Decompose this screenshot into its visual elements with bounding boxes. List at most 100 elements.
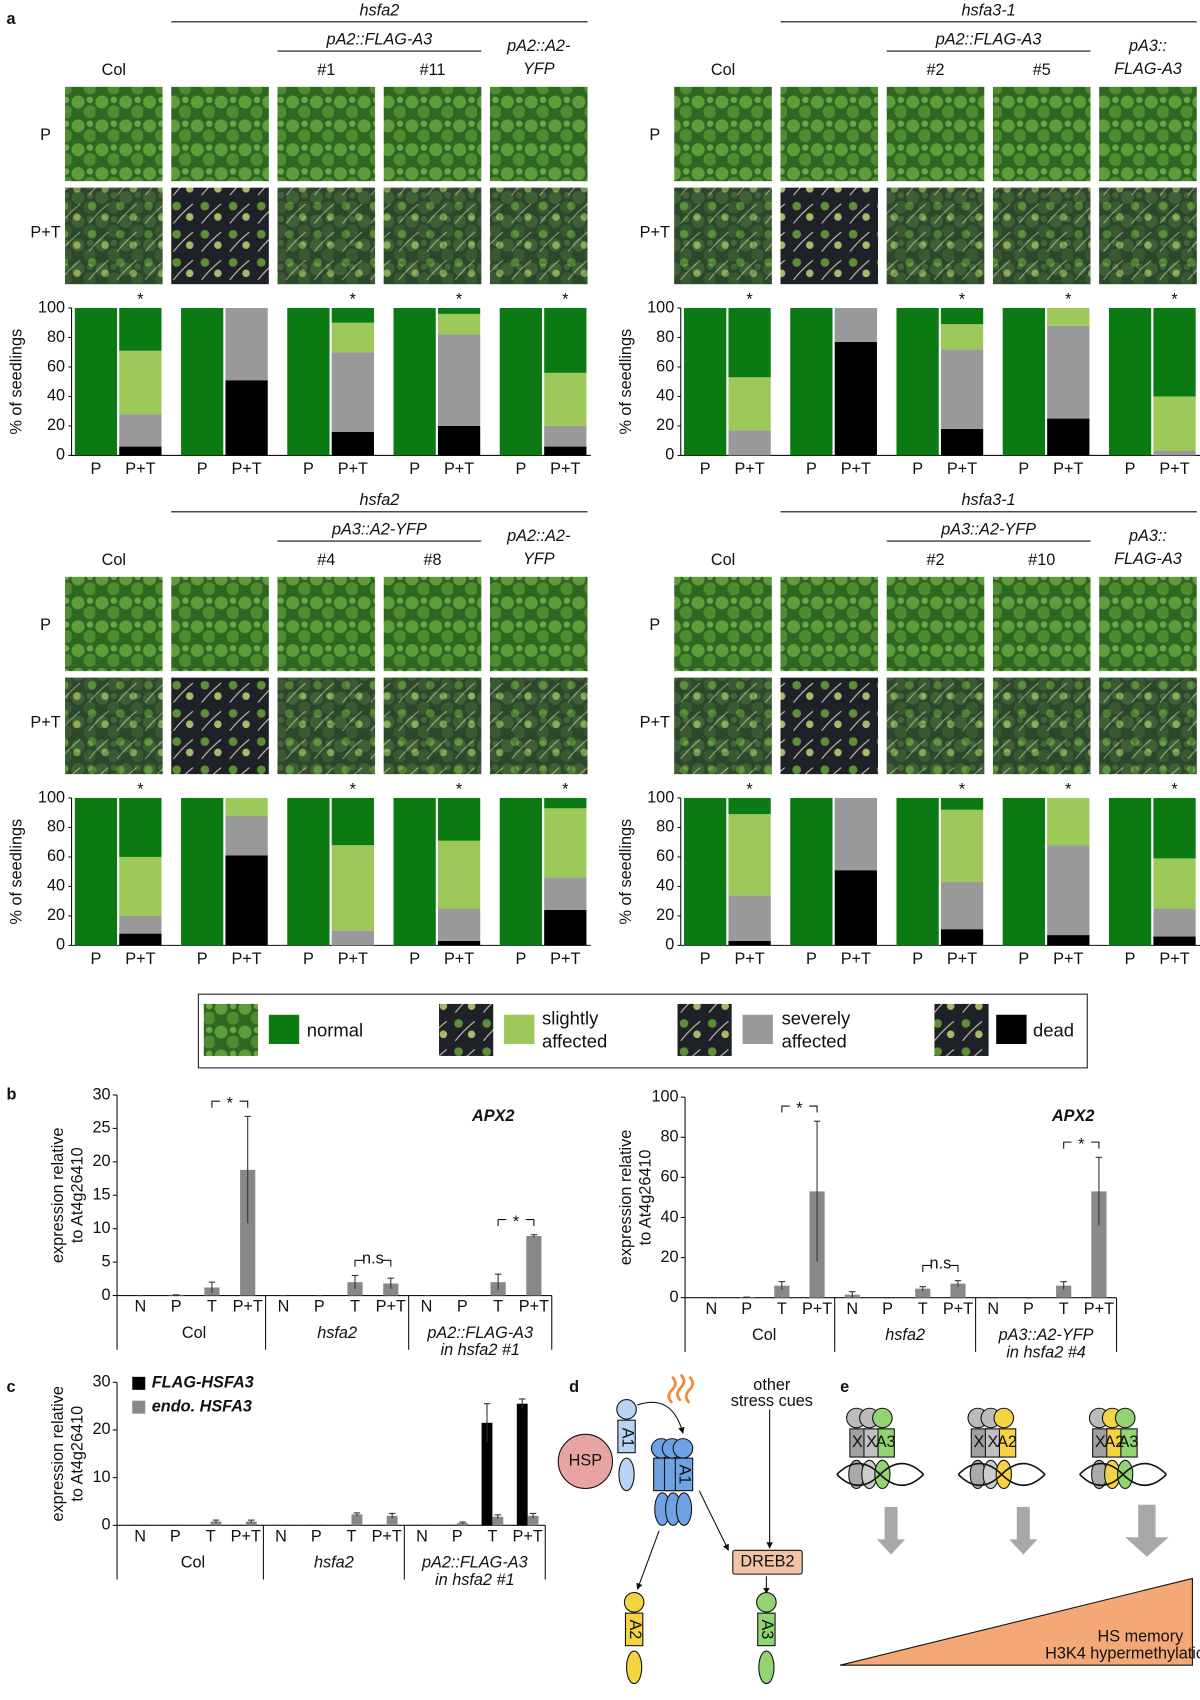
bar — [915, 1288, 931, 1298]
bar-segment — [331, 930, 374, 946]
bar — [774, 1285, 790, 1298]
bracket-label: n.s — [930, 1255, 952, 1273]
bar-segment — [225, 797, 268, 816]
column-label: pA2::A2- — [506, 527, 571, 545]
x-tick-label: P — [882, 1300, 893, 1318]
group-label: pA2::FLAG-A3 — [426, 1324, 533, 1342]
y-tick-label: 20 — [92, 1420, 110, 1438]
photo — [1099, 86, 1197, 182]
protein-label: A3 — [876, 1433, 896, 1451]
bar-segment — [940, 324, 984, 350]
legend-swatch — [268, 1014, 300, 1045]
x-tick-label: T — [777, 1300, 787, 1318]
bar-segment — [544, 808, 587, 878]
photo-leaves — [674, 187, 772, 285]
bar-segment — [119, 414, 162, 447]
y-tick-label: 80 — [656, 818, 674, 836]
y-tick-label: 0 — [56, 936, 65, 954]
y-tick-label: 30 — [92, 1373, 110, 1391]
y-tick-label: 80 — [47, 328, 65, 346]
x-tick-label: P — [457, 1298, 468, 1316]
bracket-gap — [930, 1262, 951, 1269]
y-tick-label: 40 — [661, 1208, 679, 1226]
significance: * — [746, 781, 753, 799]
legend-label-box: normal — [307, 1020, 363, 1041]
bar-segment — [940, 307, 984, 325]
triangle-label: HS memory — [1097, 1627, 1184, 1645]
bracket-gap — [789, 1102, 810, 1110]
x-tick-label: P+T — [550, 950, 580, 968]
y-tick-label: 20 — [92, 1152, 110, 1170]
row-label: P — [649, 616, 660, 634]
x-tick-label: P+T — [947, 460, 977, 478]
row-label: P+T — [30, 713, 60, 731]
bar-segment — [1108, 307, 1152, 456]
significance: * — [137, 291, 144, 309]
bar-segment — [181, 797, 224, 946]
panel-label: b — [7, 1085, 17, 1103]
bracket-label: n.s — [362, 1250, 384, 1268]
bar-segment — [437, 307, 481, 314]
photo-leaves — [489, 677, 588, 775]
bar-segment — [1153, 450, 1196, 456]
y-tick-label: 20 — [47, 906, 65, 924]
photo-leaves — [1099, 677, 1197, 775]
bar-segment — [684, 307, 727, 456]
x-tick-label: P+T — [519, 1298, 549, 1316]
bar-segment — [728, 895, 771, 941]
legend-label: severely affected — [781, 1008, 851, 1052]
column-label: #10 — [1028, 551, 1055, 569]
y-axis-label: to At4g26410 — [636, 1150, 654, 1246]
y-tick-label: 0 — [102, 1516, 111, 1534]
x-tick-label: T — [487, 1528, 497, 1546]
protein-label: A2 — [997, 1433, 1017, 1451]
group-label: pA3::A2-YFP — [998, 1326, 1094, 1344]
row-label: P+T — [640, 223, 670, 241]
y-tick-label: 100 — [647, 298, 674, 316]
significance: * — [562, 291, 569, 309]
y-axis-label: expression relative — [49, 1128, 67, 1263]
x-tick-label: T — [347, 1528, 357, 1546]
group-label: Col — [182, 1324, 206, 1342]
y-tick-label: 40 — [47, 387, 65, 405]
x-tick-label: P — [912, 950, 923, 968]
legend-label-box: severely affected — [781, 1008, 851, 1052]
panel-label: a — [7, 10, 17, 28]
legend-swatch — [132, 1376, 146, 1390]
x-tick-label: P+T — [1053, 460, 1083, 478]
protein-label: A3 — [758, 1619, 776, 1639]
x-tick-label: P — [452, 1528, 463, 1546]
bracket-gap — [506, 1216, 526, 1223]
x-tick-label: P+T — [947, 950, 977, 968]
bar-segment — [437, 840, 481, 909]
bar — [492, 1516, 504, 1526]
bar-segment — [790, 797, 833, 946]
protein-label: X — [988, 1433, 999, 1451]
protein-label: A2 — [626, 1619, 644, 1639]
y-tick-label: 80 — [47, 818, 65, 836]
x-tick-label: P+T — [125, 950, 155, 968]
group-label: in hsfa2 #1 — [435, 1571, 515, 1589]
x-tick-label: N — [987, 1300, 999, 1318]
y-tick-label: 5 — [102, 1252, 111, 1270]
bar-segment — [1002, 797, 1045, 946]
bar — [386, 1515, 398, 1526]
x-tick-label: P+T — [802, 1300, 832, 1318]
bar-segment — [1153, 858, 1196, 909]
group-label: hsfa2 — [360, 1, 400, 19]
significance: * — [959, 291, 966, 309]
photo — [674, 576, 772, 672]
photo-leaves — [1099, 187, 1197, 285]
bar-segment — [437, 334, 481, 426]
column-label: #11 — [420, 61, 446, 79]
x-tick-label: P — [311, 1528, 322, 1546]
x-tick-label: P — [806, 950, 817, 968]
bar-segment — [1108, 797, 1152, 946]
bracket-label: * — [1078, 1136, 1085, 1154]
group-label: in hsfa2 #1 — [440, 1341, 520, 1359]
bar-segment — [1047, 845, 1090, 936]
bar-segment — [1153, 908, 1196, 937]
x-tick-label: N — [706, 1300, 718, 1318]
column-label: pA2::A2- — [506, 37, 571, 55]
column-label: pA3:: — [1128, 527, 1167, 545]
